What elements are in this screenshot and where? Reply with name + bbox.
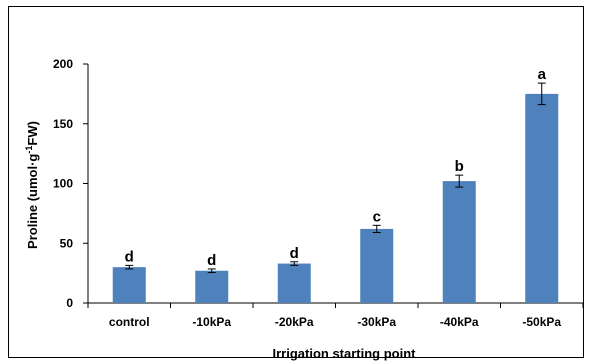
bar [195, 270, 229, 303]
bar [112, 267, 146, 303]
y-tick-labels: 0 50 100 150 200 [53, 57, 73, 310]
y-axis-title-end: FW) [25, 121, 40, 146]
error-bars [125, 82, 546, 274]
bar [277, 263, 311, 303]
y-axis-title-superscript: -1 [24, 146, 34, 154]
y-tick-label: 0 [66, 296, 73, 310]
significance-letter: a [538, 66, 547, 83]
x-tick-label: -30kPa [357, 315, 396, 329]
significance-letter: d [125, 248, 134, 265]
significance-letter: d [290, 245, 299, 262]
x-tick-label: -40kPa [440, 315, 479, 329]
y-axis-title-main: Proline (umol·g [25, 154, 40, 249]
y-tick-label: 100 [53, 177, 73, 191]
bar [442, 181, 476, 303]
significance-letter: c [373, 208, 381, 225]
y-tick-label: 200 [53, 57, 73, 71]
y-tick-label: 150 [53, 117, 73, 131]
significance-labels: d d d c b a [125, 66, 547, 269]
x-axis [87, 302, 584, 308]
x-tick-label: -50kPa [522, 315, 561, 329]
y-tick-label: 50 [60, 236, 74, 250]
y-axis-title: Proline (umol·g-1FW) [24, 121, 40, 249]
bars [112, 93, 559, 303]
x-tick-labels: control -10kPa -20kPa -30kPa -40kPa -50kPa [109, 315, 562, 329]
x-tick-label: -10kPa [192, 315, 231, 329]
y-axis [83, 63, 89, 304]
significance-letter: b [455, 158, 464, 175]
bar [525, 93, 559, 303]
significance-letter: d [207, 252, 216, 269]
x-tick-label: -20kPa [275, 315, 314, 329]
bar [360, 228, 394, 303]
x-tick-label: control [109, 315, 150, 329]
x-axis-title: Irrigation starting point [273, 346, 417, 361]
